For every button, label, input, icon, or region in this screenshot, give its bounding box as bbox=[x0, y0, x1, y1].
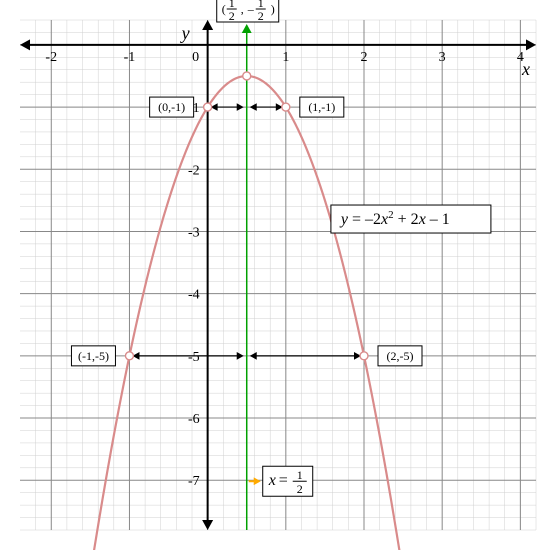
y-tick-label: -4 bbox=[188, 288, 200, 303]
axis-sym-x: x bbox=[268, 472, 276, 489]
x-tick-label: 3 bbox=[439, 50, 446, 65]
x-tick-label: 0 bbox=[192, 50, 199, 65]
vertex-label-close: ) bbox=[271, 2, 275, 16]
y-tick-label: -5 bbox=[188, 350, 200, 365]
point-label: (1,-1) bbox=[308, 100, 335, 114]
vertex-minus: – bbox=[247, 2, 255, 16]
vertex-label-text: ( bbox=[222, 2, 226, 16]
vertex-frac-den: 2 bbox=[229, 9, 235, 23]
vertex-frac2-den: 2 bbox=[258, 9, 264, 23]
x-tick-label: 2 bbox=[361, 50, 368, 65]
axis-sym-den: 2 bbox=[297, 482, 303, 496]
y-tick-label: -2 bbox=[188, 163, 200, 178]
x-tick-label: -1 bbox=[124, 50, 136, 65]
axis-sym-num: 1 bbox=[297, 468, 303, 482]
parabola-chart: -2-101234-1-2-3-4-5-6-7yx(0,-1)(1,-1)(-1… bbox=[0, 0, 556, 550]
y-tick-label: -7 bbox=[188, 474, 200, 489]
point-label: (0,-1) bbox=[158, 100, 185, 114]
point-label: (2,-5) bbox=[387, 349, 414, 363]
vertex-comma: , bbox=[241, 2, 244, 16]
equation-text: y = –2x2 + 2x – 1 bbox=[339, 209, 450, 228]
axis-sym-eq: = bbox=[279, 472, 288, 489]
y-tick-label: -6 bbox=[188, 412, 200, 427]
point-marker bbox=[243, 72, 251, 80]
point-label: (-1,-5) bbox=[78, 349, 109, 363]
point-marker bbox=[125, 352, 133, 360]
point-marker bbox=[204, 103, 212, 111]
chart-container: -2-101234-1-2-3-4-5-6-7yx(0,-1)(1,-1)(-1… bbox=[0, 0, 556, 550]
x-tick-label: -2 bbox=[45, 50, 57, 65]
x-tick-label: 1 bbox=[282, 50, 289, 65]
x-axis-label: x bbox=[521, 59, 530, 79]
point-marker bbox=[282, 103, 290, 111]
y-axis-label: y bbox=[180, 23, 190, 43]
point-marker bbox=[360, 352, 368, 360]
y-tick-label: -3 bbox=[188, 225, 200, 240]
